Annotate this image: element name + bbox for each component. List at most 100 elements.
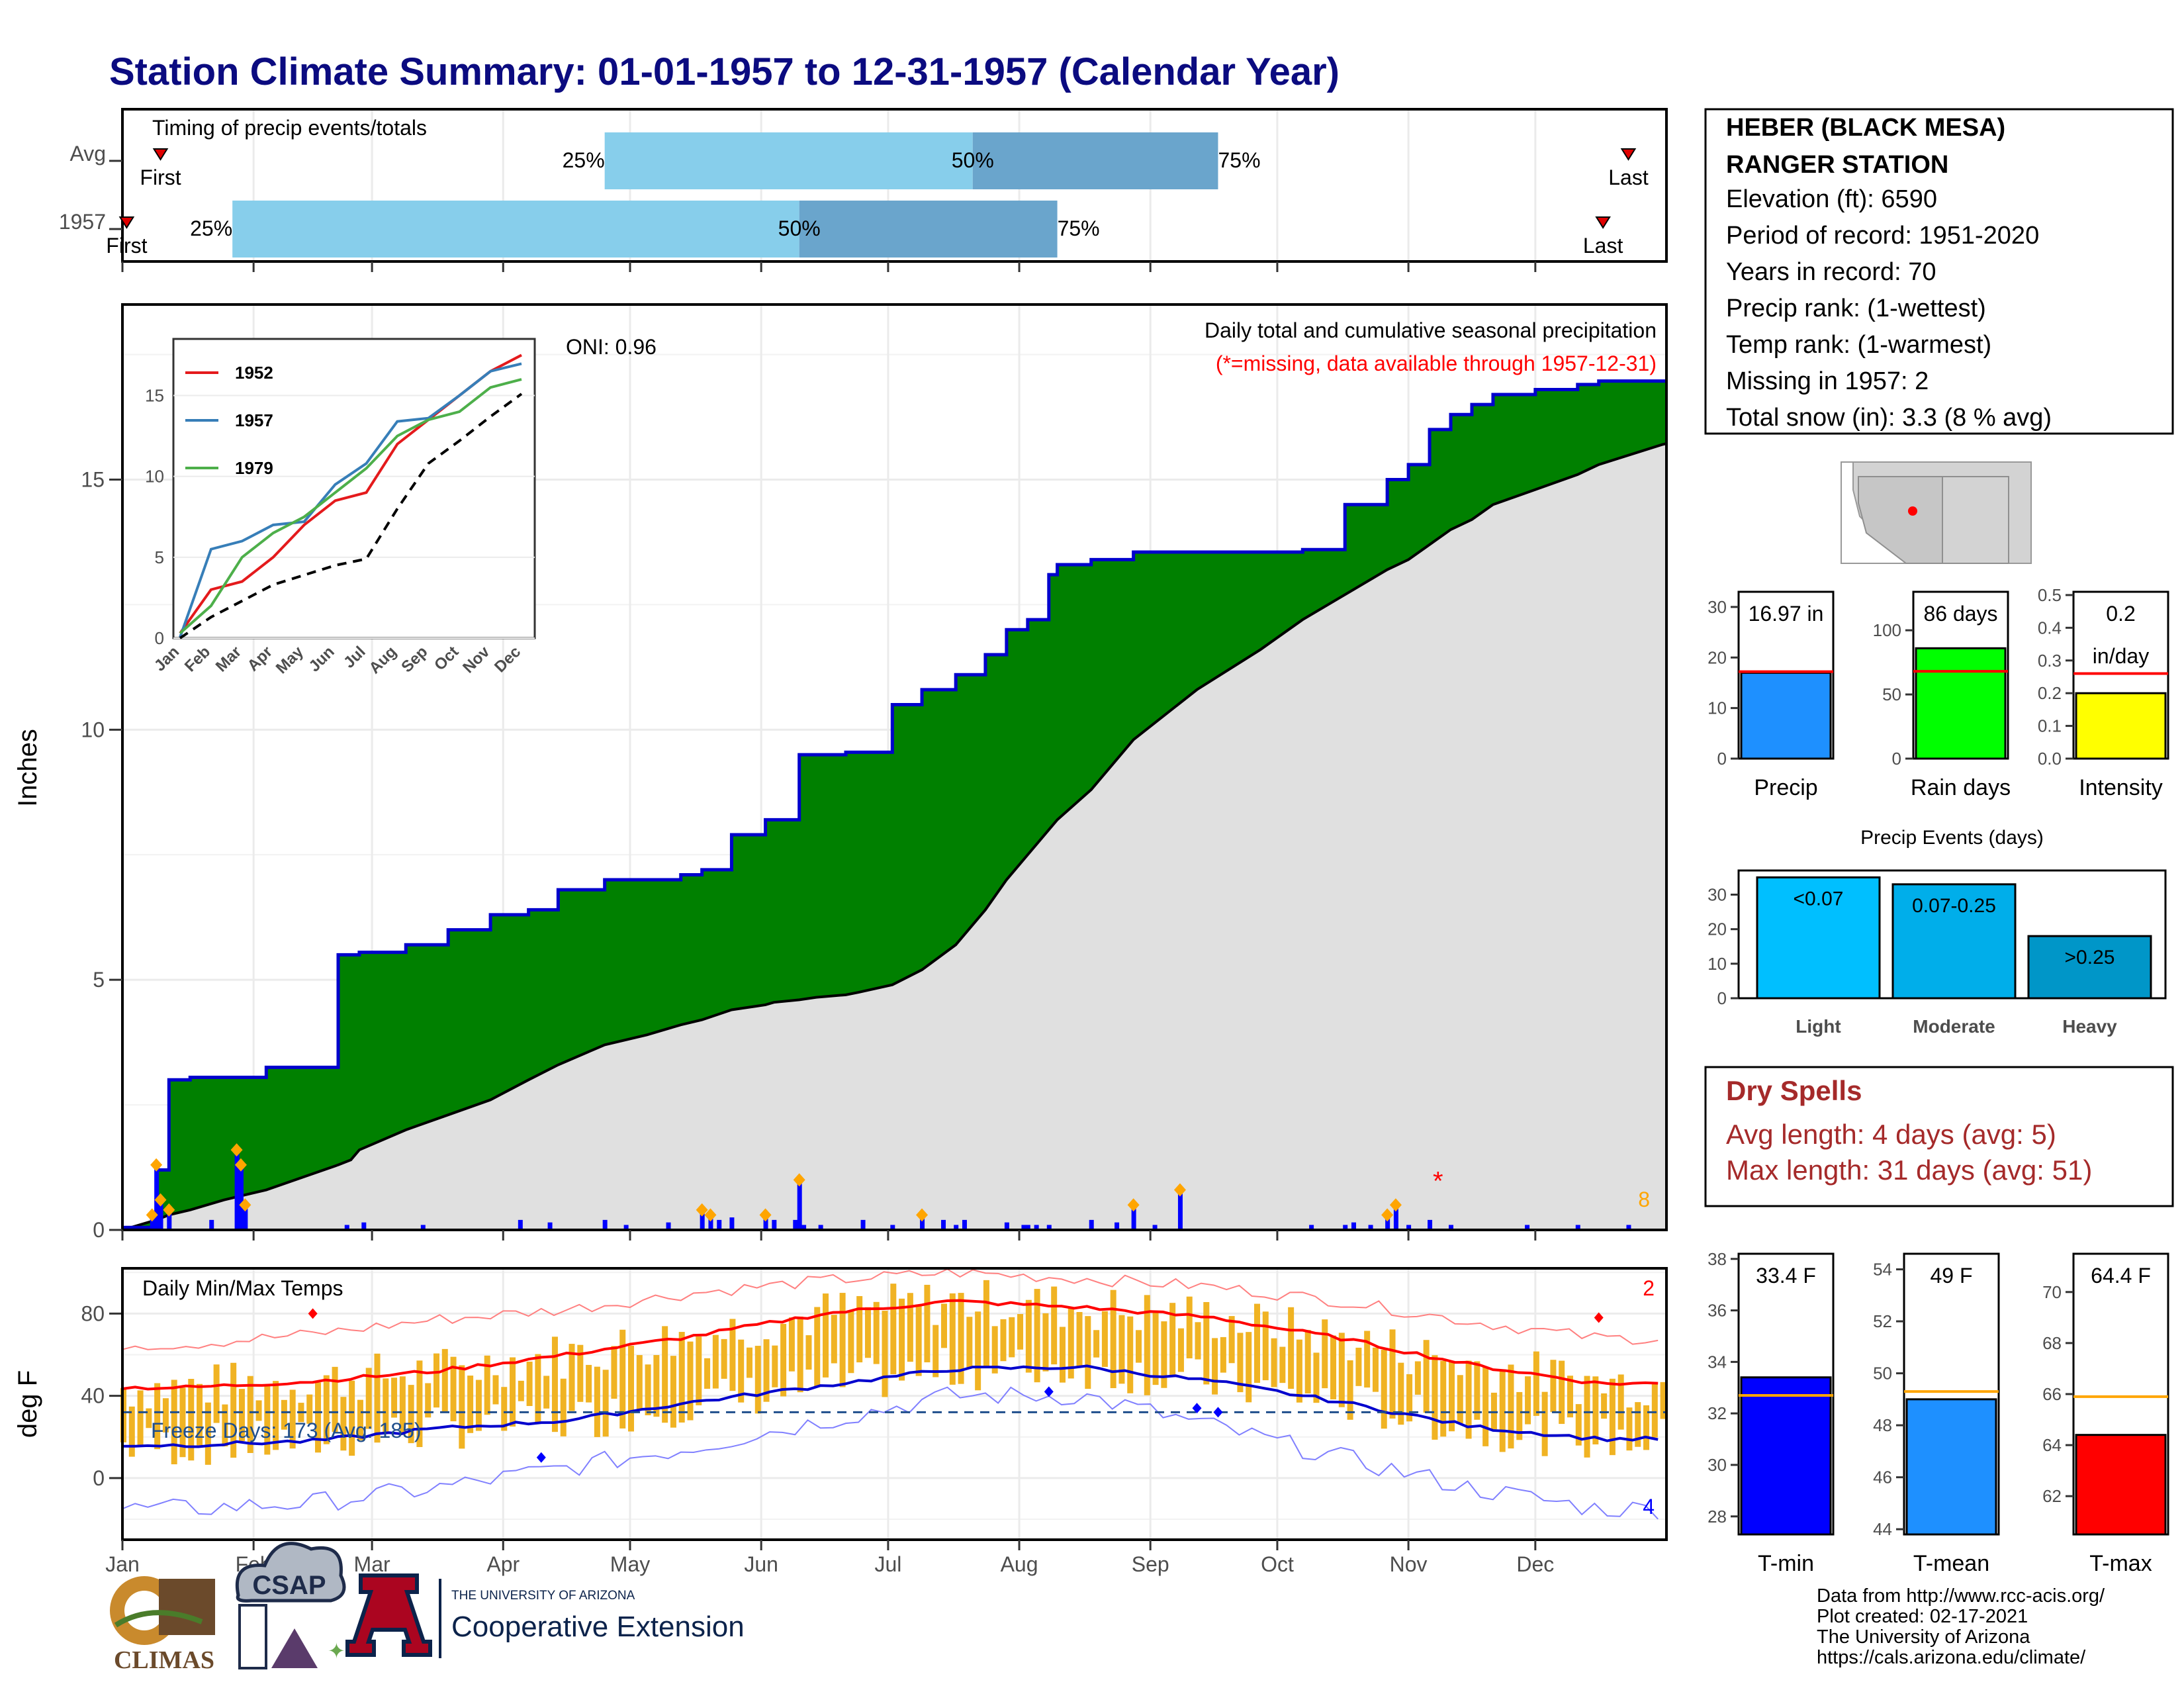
daily-temp-bar — [941, 1303, 948, 1348]
mini-chart-bar — [1915, 647, 2007, 760]
daily-precip-bar — [1428, 1219, 1433, 1230]
daily-precip-bar — [1449, 1225, 1454, 1230]
dry-spells-frame — [1704, 1066, 2174, 1207]
daily-temp-bar — [1440, 1360, 1447, 1437]
timing-last-label: Last — [1608, 165, 1649, 189]
daily-temp-bar — [687, 1341, 694, 1421]
precip-ylabel: Inches — [13, 729, 42, 807]
daily-temp-bar — [1161, 1321, 1167, 1388]
daily-temp-bar — [1152, 1311, 1159, 1385]
daily-temp-bar — [1253, 1303, 1260, 1383]
daily-temp-bar — [1169, 1303, 1176, 1378]
daily-precip-bar — [150, 1215, 155, 1230]
average-cumulative-area — [122, 444, 1666, 1230]
events-category-label: Light — [1796, 1016, 1841, 1037]
mini-chart-ytick-label: 0.2 — [2038, 683, 2062, 703]
mini-chart-category: T-min — [1758, 1551, 1814, 1576]
daily-precip-bar — [1575, 1225, 1580, 1230]
daily-temp-bar — [289, 1389, 296, 1449]
daily-temp-bar — [1288, 1307, 1295, 1389]
events-ytick-label: 10 — [1707, 954, 1727, 974]
daily-temp-bar — [1643, 1405, 1650, 1450]
footer-plot-created: Plot created: 02-17-2021 — [1817, 1606, 2028, 1627]
record-temp-marker — [1192, 1403, 1202, 1414]
daily-precip-bar — [793, 1219, 798, 1230]
daily-temp-bar — [1228, 1316, 1235, 1364]
daily-temp-bar — [831, 1315, 837, 1364]
daily-temp-bar — [586, 1364, 592, 1403]
daily-precip-bar — [234, 1150, 240, 1230]
daily-temp-bar — [662, 1326, 668, 1423]
daily-precip-bar — [518, 1219, 523, 1230]
daily-temp-bar — [1000, 1319, 1007, 1362]
heavy-precip-marker — [696, 1203, 708, 1217]
timing-bar-50-75 — [972, 132, 1218, 189]
precip-missing-note: (*=missing, data available through 1957-… — [1216, 352, 1657, 375]
month-label: Mar — [354, 1552, 390, 1576]
daily-temp-bar — [1398, 1362, 1404, 1425]
daily-precip-bar — [772, 1219, 777, 1230]
ua-logo: THE UNIVERSITY OF ARIZONA Cooperative Ex… — [345, 1573, 745, 1658]
timing-pct-label: 75% — [1058, 216, 1100, 240]
daily-precip-bar — [1004, 1222, 1009, 1230]
temp-panel-frame — [121, 1267, 1668, 1541]
daily-precip-bar — [962, 1219, 967, 1230]
daily-temp-bar — [721, 1338, 727, 1379]
mini-chart-bar — [1905, 1398, 1997, 1536]
mini-chart-ytick-label: 0.4 — [2038, 618, 2062, 637]
daily-temp-bar — [475, 1380, 482, 1431]
timing-pct-label: 25% — [190, 216, 232, 240]
inset-ytick-label: 10 — [145, 467, 164, 487]
rain-days-chart: 0 50 100 86 days Rain days — [1873, 590, 2011, 800]
heavy-precip-marker — [239, 1198, 251, 1212]
daily-temp-bar — [1237, 1333, 1244, 1393]
daily-precip-bar — [1025, 1225, 1030, 1230]
mini-chart-value-label: 33.4 F — [1756, 1264, 1816, 1288]
daily-temp-bar — [484, 1355, 490, 1415]
daily-temp-bar — [1465, 1360, 1472, 1439]
heavy-precip-marker — [916, 1208, 929, 1222]
daily-temp-bar — [924, 1284, 931, 1363]
events-ytick-label: 30 — [1707, 885, 1727, 905]
timing-bar-25-50 — [604, 132, 973, 189]
temp-ytick-label: 40 — [81, 1384, 105, 1408]
daily-temp-bar — [357, 1399, 363, 1440]
events-bar — [1891, 883, 2017, 1000]
daily-temp-bar — [1118, 1315, 1125, 1384]
daily-precip-bar — [154, 1164, 159, 1230]
daily-precip-bar — [920, 1215, 925, 1230]
page-title: Station Climate Summary: 01-01-1957 to 1… — [109, 50, 1340, 93]
mini-chart-ytick-label: 34 — [1707, 1352, 1727, 1372]
daily-temp-bar — [1490, 1392, 1497, 1430]
daily-temp-bar — [146, 1408, 152, 1429]
footer-url: https://cals.arizona.edu/climate/ — [1817, 1647, 2086, 1668]
temp-max-count: 2 — [1643, 1276, 1655, 1300]
daily-temp-bar — [264, 1386, 271, 1455]
daily-temp-bar — [949, 1293, 956, 1385]
mini-chart-ytick-label: 30 — [1707, 1455, 1727, 1475]
daily-temp-bar — [323, 1375, 330, 1444]
heavy-precip-marker — [793, 1173, 805, 1187]
daily-precip-bar — [1309, 1225, 1314, 1230]
daily-temp-bar — [1364, 1331, 1371, 1388]
daily-temp-bar — [577, 1344, 584, 1402]
daily-temp-bar — [1567, 1376, 1573, 1418]
daily-precip-bar — [1406, 1225, 1412, 1230]
daily-temp-bar — [958, 1293, 964, 1384]
daily-precip-bar — [344, 1225, 349, 1230]
dry-spells-title: Dry Spells — [1726, 1075, 1862, 1106]
mini-chart-category: Precip — [1754, 775, 1817, 800]
daily-temp-bar — [1617, 1374, 1624, 1430]
daily-temp-bar — [1330, 1335, 1337, 1399]
daily-precip-bar — [717, 1219, 722, 1230]
daily-temp-bar — [543, 1376, 550, 1409]
daily-temp-bar — [137, 1390, 144, 1445]
daily-temp-bar — [1304, 1330, 1311, 1394]
daily-temp-bar — [1271, 1338, 1277, 1387]
daily-temp-bar — [738, 1339, 745, 1403]
daily-temp-bar — [1085, 1316, 1091, 1389]
timing-marker-icon — [1595, 216, 1611, 229]
avg-min-line — [122, 1364, 1659, 1448]
daily-temp-bar — [340, 1397, 347, 1451]
station-info-period: Period of record: 1951-2020 — [1726, 222, 2039, 250]
